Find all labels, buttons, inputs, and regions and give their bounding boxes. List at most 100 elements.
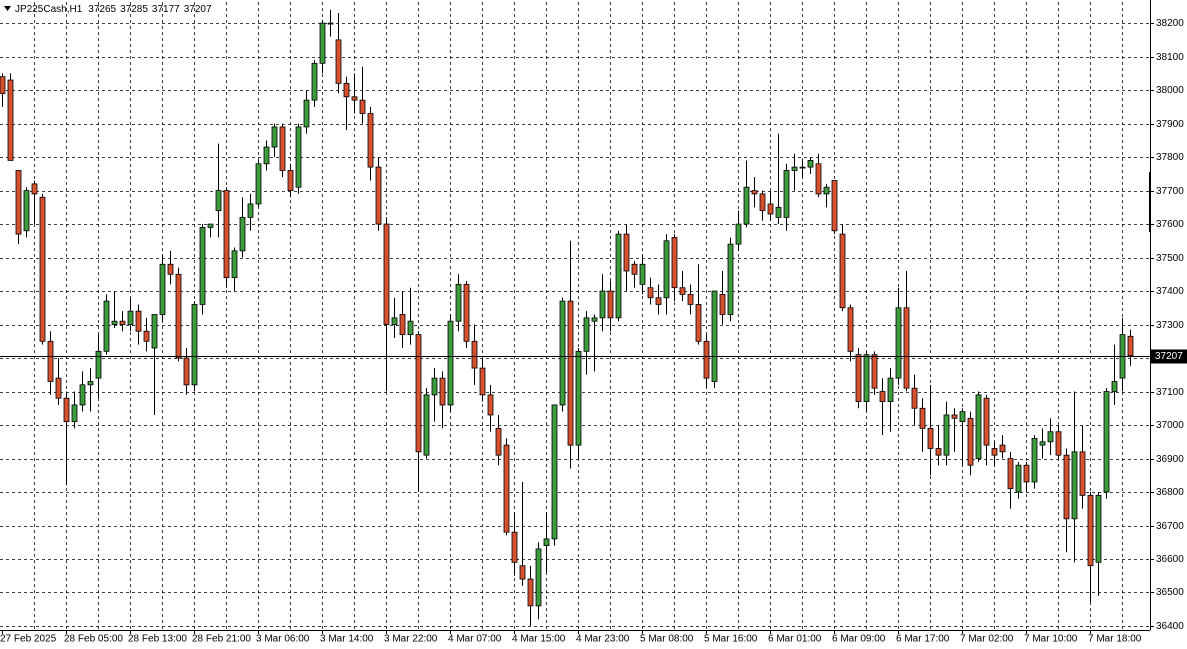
y-tick-label: 37000	[1156, 420, 1184, 431]
candle-body	[1055, 431, 1062, 456]
candle-body	[87, 381, 94, 386]
candle-body	[719, 293, 726, 315]
last-low: 37177	[152, 4, 180, 15]
x-tick-label: 3 Mar 14:00	[320, 634, 374, 645]
candle-body	[391, 317, 398, 325]
candle-body	[1039, 441, 1046, 446]
candle-body	[175, 273, 182, 359]
candle-body	[543, 538, 550, 546]
candle-body	[983, 397, 990, 446]
symbol: JP225Cash,H1	[15, 4, 83, 15]
candle-body	[207, 223, 214, 228]
candle-body	[143, 330, 150, 342]
candle-body	[63, 397, 70, 423]
candle-body	[815, 163, 822, 195]
candle-body	[935, 448, 942, 456]
last-high: 37285	[120, 4, 148, 15]
candle-body	[239, 216, 246, 252]
candle-body	[503, 444, 510, 533]
candle-body	[791, 166, 798, 171]
candle-body	[263, 146, 270, 165]
x-tick-label: 7 Mar 18:00	[1088, 634, 1142, 645]
y-tick-label: 36900	[1156, 454, 1184, 465]
candle-body	[951, 414, 958, 419]
y-tick-label: 37500	[1156, 253, 1184, 264]
candle-body	[783, 170, 790, 218]
y-tick-label: 36800	[1156, 487, 1184, 498]
x-tick-label: 4 Mar 15:00	[512, 634, 566, 645]
candle-body	[15, 170, 22, 235]
candle-body	[535, 548, 542, 607]
candle-body	[967, 417, 974, 466]
candle-body	[135, 310, 142, 332]
y-tick-label: 37400	[1156, 286, 1184, 297]
candle-body	[127, 310, 134, 325]
candle-body	[279, 126, 286, 171]
candle-body	[575, 350, 582, 446]
candle-body	[679, 287, 686, 295]
candle-body	[863, 354, 870, 402]
candle-body	[631, 263, 638, 275]
candle-body	[639, 263, 646, 285]
y-tick-label: 37700	[1156, 186, 1184, 197]
collapse-icon[interactable]	[4, 6, 11, 11]
candle-body	[479, 367, 486, 396]
candle-body	[23, 190, 30, 232]
x-tick-label: 28 Feb 21:00	[192, 634, 251, 645]
candle-body	[303, 99, 310, 128]
candle-body	[943, 414, 950, 456]
candle-body	[647, 287, 654, 299]
candle-body	[255, 163, 262, 205]
candle-body	[55, 377, 62, 399]
x-tick-label: 7 Mar 02:00	[960, 634, 1014, 645]
candle-body	[519, 565, 526, 580]
last-open: 37265	[88, 4, 116, 15]
candle-body	[0, 76, 6, 94]
candle-body	[463, 283, 470, 342]
candle-body	[623, 233, 630, 272]
y-tick-label: 36500	[1156, 587, 1184, 598]
x-tick-label: 3 Mar 06:00	[256, 634, 310, 645]
candle-body	[1015, 464, 1022, 493]
candle-body	[527, 578, 534, 607]
y-tick-label: 37900	[1156, 119, 1184, 130]
candle-body	[551, 404, 558, 540]
candle-body	[1103, 391, 1110, 493]
candle-body	[887, 377, 894, 402]
candle-body	[159, 263, 166, 315]
candle-body	[871, 354, 878, 389]
last-close: 37207	[184, 4, 212, 15]
candle-body	[495, 427, 502, 456]
candle-body	[1063, 454, 1070, 520]
candle-body	[655, 297, 662, 305]
candle-body	[295, 126, 302, 188]
price-label-bg	[1151, 349, 1187, 364]
x-tick-label: 6 Mar 17:00	[896, 634, 950, 645]
candle-body	[839, 233, 846, 309]
candle-body	[399, 314, 406, 335]
candle-body	[999, 444, 1006, 453]
candle-body	[215, 190, 222, 212]
candle-body	[599, 290, 606, 319]
x-tick-label: 27 Feb 2025	[0, 634, 57, 645]
candle-body	[31, 183, 38, 195]
candle-body	[343, 82, 350, 98]
y-tick-label: 38000	[1156, 85, 1184, 96]
candle-body	[727, 243, 734, 315]
candle-body	[47, 340, 54, 382]
x-tick-label: 3 Mar 22:00	[384, 634, 438, 645]
y-tick-label: 37100	[1156, 387, 1184, 398]
candle-body	[335, 39, 342, 84]
candle-body	[687, 293, 694, 305]
candle-body	[799, 166, 806, 169]
candle-body	[1087, 494, 1094, 567]
candle-body	[1111, 381, 1118, 392]
candle-body	[759, 193, 766, 212]
candle-body	[231, 250, 238, 279]
candle-body	[1031, 438, 1038, 483]
candle-body	[183, 357, 190, 386]
candle-body	[39, 196, 46, 342]
candle-body	[767, 203, 774, 215]
candle-body	[311, 62, 318, 101]
